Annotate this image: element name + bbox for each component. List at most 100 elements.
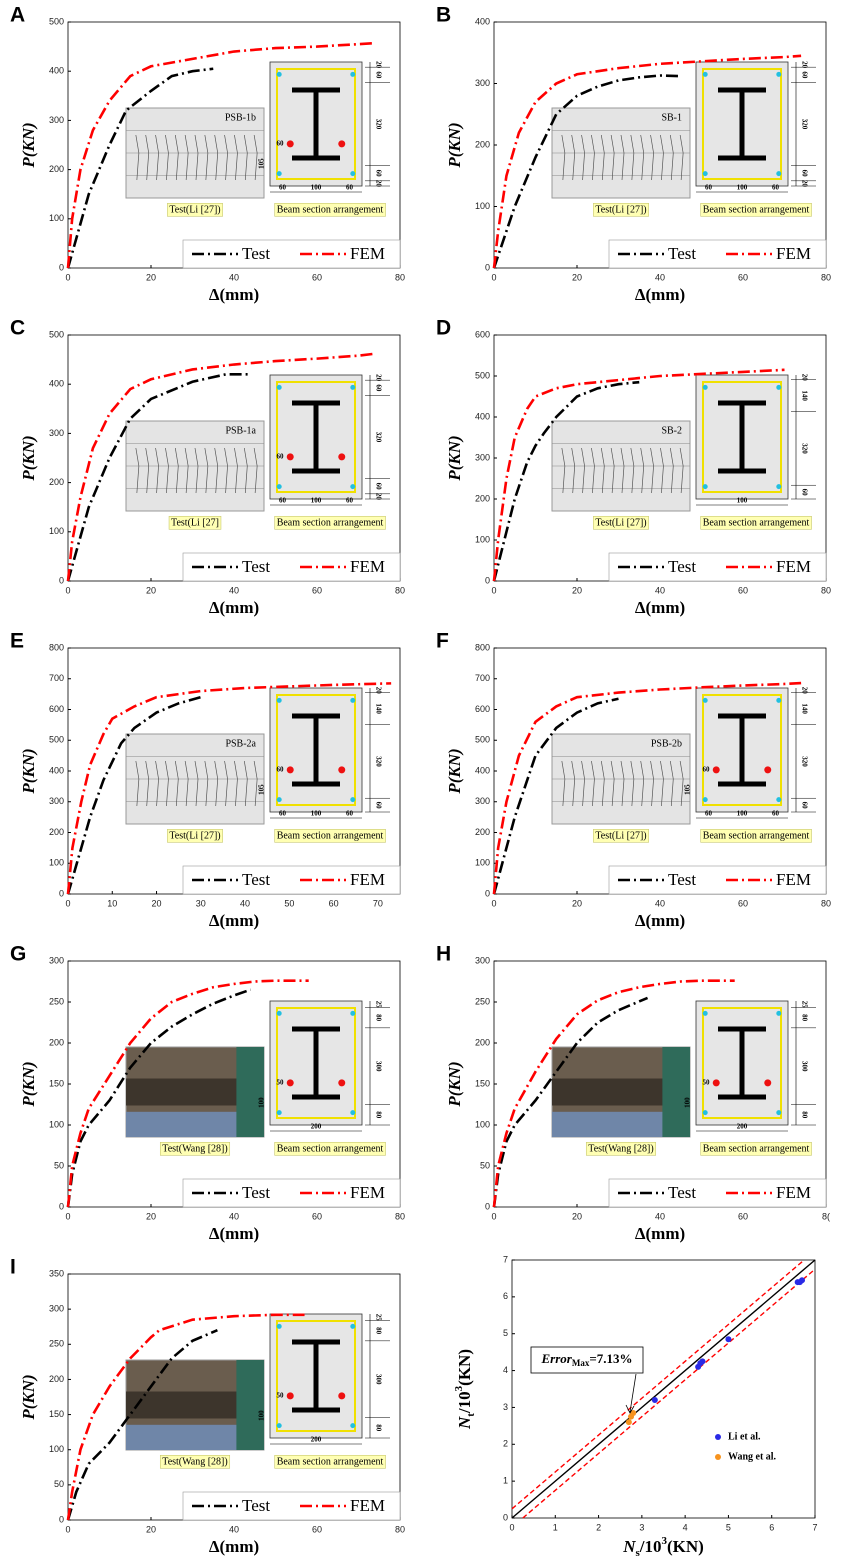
rebar	[350, 71, 356, 77]
x-tick-label: 80	[821, 272, 831, 282]
crack	[155, 447, 159, 494]
crack	[660, 760, 664, 807]
x-tick-label: 3	[639, 1522, 644, 1532]
caption: Test(Li [27])	[169, 830, 220, 841]
crack	[571, 134, 576, 181]
y-tick-label: 100	[49, 526, 64, 536]
y-tick-label: 200	[475, 139, 490, 149]
y-tick-label: 0	[485, 888, 490, 898]
x-tick-label: 0	[491, 585, 496, 595]
crack	[174, 134, 179, 181]
y-tick-label: 400	[49, 765, 64, 775]
caption-box	[274, 828, 386, 843]
x-tick-label: 40	[655, 585, 665, 595]
dim-label: 320	[374, 756, 382, 767]
crack	[135, 760, 140, 807]
y-axis-label-part: t	[465, 1413, 477, 1417]
y-tick-label: 100	[49, 1119, 64, 1129]
caption: Beam section arrangement	[703, 517, 810, 528]
stirrup	[276, 1320, 356, 1432]
dim-label: 300	[374, 1061, 382, 1072]
panel-label: C	[10, 317, 25, 340]
rebar	[702, 697, 708, 703]
rebar	[276, 697, 282, 703]
red-rebar	[286, 453, 294, 461]
dim-label: 300	[374, 1374, 382, 1385]
y-axis-label: P(KN)	[19, 1061, 38, 1107]
x-tick-label: 40	[655, 1211, 665, 1221]
y-axis-label: P(KN)	[445, 748, 464, 794]
x-tick-label: 0	[65, 585, 70, 595]
x-tick-label: 40	[229, 585, 239, 595]
x-axis-label: Δ(mm)	[635, 911, 685, 930]
dim-label: 140	[800, 390, 808, 401]
dim-label: 60	[374, 483, 382, 491]
caption: Beam section arrangement	[277, 830, 384, 841]
legend-label: Wang et al.	[728, 1451, 777, 1462]
legend-label: Li et al.	[728, 1431, 761, 1442]
crack	[243, 760, 248, 807]
crack	[640, 447, 645, 494]
rebar	[776, 697, 782, 703]
annotation-arrow	[625, 1373, 637, 1414]
y-tick-label: 150	[49, 1409, 64, 1419]
rebar	[776, 797, 782, 803]
y-tick-label: 100	[475, 201, 490, 211]
crack	[679, 760, 684, 807]
curve	[492, 54, 802, 269]
crack	[679, 447, 684, 494]
dim-label: 20	[374, 374, 382, 382]
legend-marker	[715, 1434, 721, 1440]
rebar	[702, 1110, 708, 1116]
y-axis-label-part: (KN)	[455, 1349, 474, 1386]
y-tick-label: 200	[49, 827, 64, 837]
x-axis-label: Δ(mm)	[209, 911, 259, 930]
x-tick-label: 80	[821, 585, 831, 595]
x-tick-label: 80	[395, 272, 405, 282]
crack	[630, 760, 635, 807]
crack	[650, 134, 654, 181]
x-tick-label: 60	[329, 898, 339, 908]
dim-label: 105	[684, 784, 692, 795]
crack	[660, 447, 664, 494]
red-rebar	[338, 453, 346, 461]
y-tick-label: 300	[49, 428, 64, 438]
curve	[66, 695, 202, 895]
curve	[66, 41, 376, 269]
crack	[679, 134, 684, 181]
x-axis-label-part: (KN)	[667, 1537, 704, 1556]
rebar	[350, 697, 356, 703]
y-tick-label: 0	[59, 1201, 64, 1211]
stirrup	[276, 694, 356, 806]
x-axis-label: Ns/103(KN)	[622, 1535, 704, 1559]
annotation-part: =7.13%	[589, 1351, 632, 1366]
panel-label: H	[436, 943, 451, 966]
crack	[174, 760, 179, 807]
caption-box	[700, 828, 812, 843]
crack	[610, 134, 615, 181]
crack	[620, 134, 625, 181]
crack	[155, 760, 159, 807]
y-tick-label: 500	[49, 329, 64, 339]
dim-label: 60	[279, 497, 287, 505]
caption: Beam section arrangement	[703, 1143, 810, 1154]
dim-label: 25	[800, 1001, 808, 1009]
dim-label: 60	[279, 810, 287, 818]
rebar	[350, 1010, 356, 1016]
steel-section	[718, 713, 766, 787]
crack	[135, 134, 140, 181]
x-tick-label: 40	[240, 898, 250, 908]
crack	[204, 134, 209, 181]
dim-label: 60	[705, 184, 713, 192]
crack	[660, 134, 664, 181]
photo-label: PSB-1a	[225, 425, 256, 436]
dim-label: 80	[374, 1014, 382, 1022]
caption-box	[167, 828, 223, 843]
y-tick-label: 800	[475, 642, 490, 652]
caption-box	[274, 1141, 386, 1156]
rebar	[702, 797, 708, 803]
dim-label: 50	[277, 1078, 285, 1086]
y-tick-label: 600	[475, 329, 490, 339]
